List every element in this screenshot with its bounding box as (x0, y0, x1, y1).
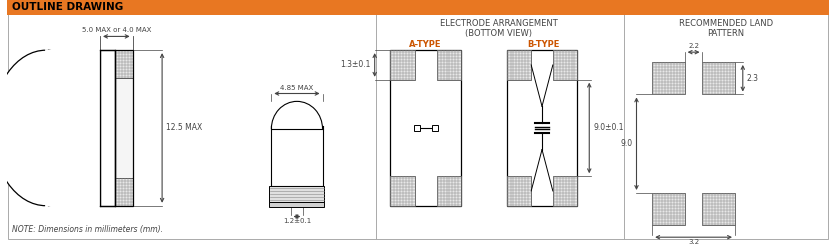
Bar (115, 178, 133, 206)
Text: 4.85 MAX: 4.85 MAX (280, 85, 314, 91)
Ellipse shape (0, 50, 100, 206)
Text: 12.5 MAX: 12.5 MAX (166, 123, 202, 132)
Bar (115, 78, 133, 178)
Bar (652, 62, 685, 94)
Text: 5.0 MAX or 4.0 MAX: 5.0 MAX or 4.0 MAX (82, 28, 151, 33)
Text: NOTE: Dimensions in millimeters (mm).: NOTE: Dimensions in millimeters (mm). (12, 225, 162, 234)
Text: RECOMMENDED LAND
PATTERN: RECOMMENDED LAND PATTERN (679, 19, 773, 38)
Text: 3.2: 3.2 (688, 239, 699, 244)
Bar (269, 186, 324, 202)
Bar (507, 176, 531, 206)
Bar (431, 125, 438, 131)
Bar (272, 129, 323, 186)
Text: 9.0±0.1: 9.0±0.1 (594, 123, 624, 132)
Bar (553, 176, 578, 206)
Bar (414, 125, 420, 131)
Text: 1.3±0.1: 1.3±0.1 (340, 61, 370, 70)
Bar (115, 50, 133, 78)
Text: 2.2: 2.2 (688, 43, 699, 49)
Bar (702, 193, 735, 225)
Bar (115, 50, 133, 206)
Bar (7, 0, 829, 15)
Bar (46, 50, 101, 206)
Bar (269, 202, 324, 207)
Bar (436, 176, 461, 206)
Text: 1.2±0.1: 1.2±0.1 (283, 218, 311, 224)
Bar (507, 50, 578, 206)
Bar (702, 62, 735, 94)
Text: A-TYPE: A-TYPE (409, 40, 441, 49)
Bar (553, 50, 578, 80)
Bar (390, 176, 415, 206)
Text: OUTLINE DRAWING: OUTLINE DRAWING (12, 2, 123, 12)
Text: ELECTRODE ARRANGEMENT
(BOTTOM VIEW): ELECTRODE ARRANGEMENT (BOTTOM VIEW) (440, 19, 558, 38)
Bar (652, 193, 685, 225)
Text: 9.0: 9.0 (620, 139, 633, 148)
Bar (100, 50, 115, 206)
Text: 2.3: 2.3 (747, 74, 759, 83)
Bar (390, 50, 415, 80)
Bar (390, 50, 461, 206)
Bar (507, 50, 531, 80)
Text: B-TYPE: B-TYPE (527, 40, 559, 49)
Bar (436, 50, 461, 80)
